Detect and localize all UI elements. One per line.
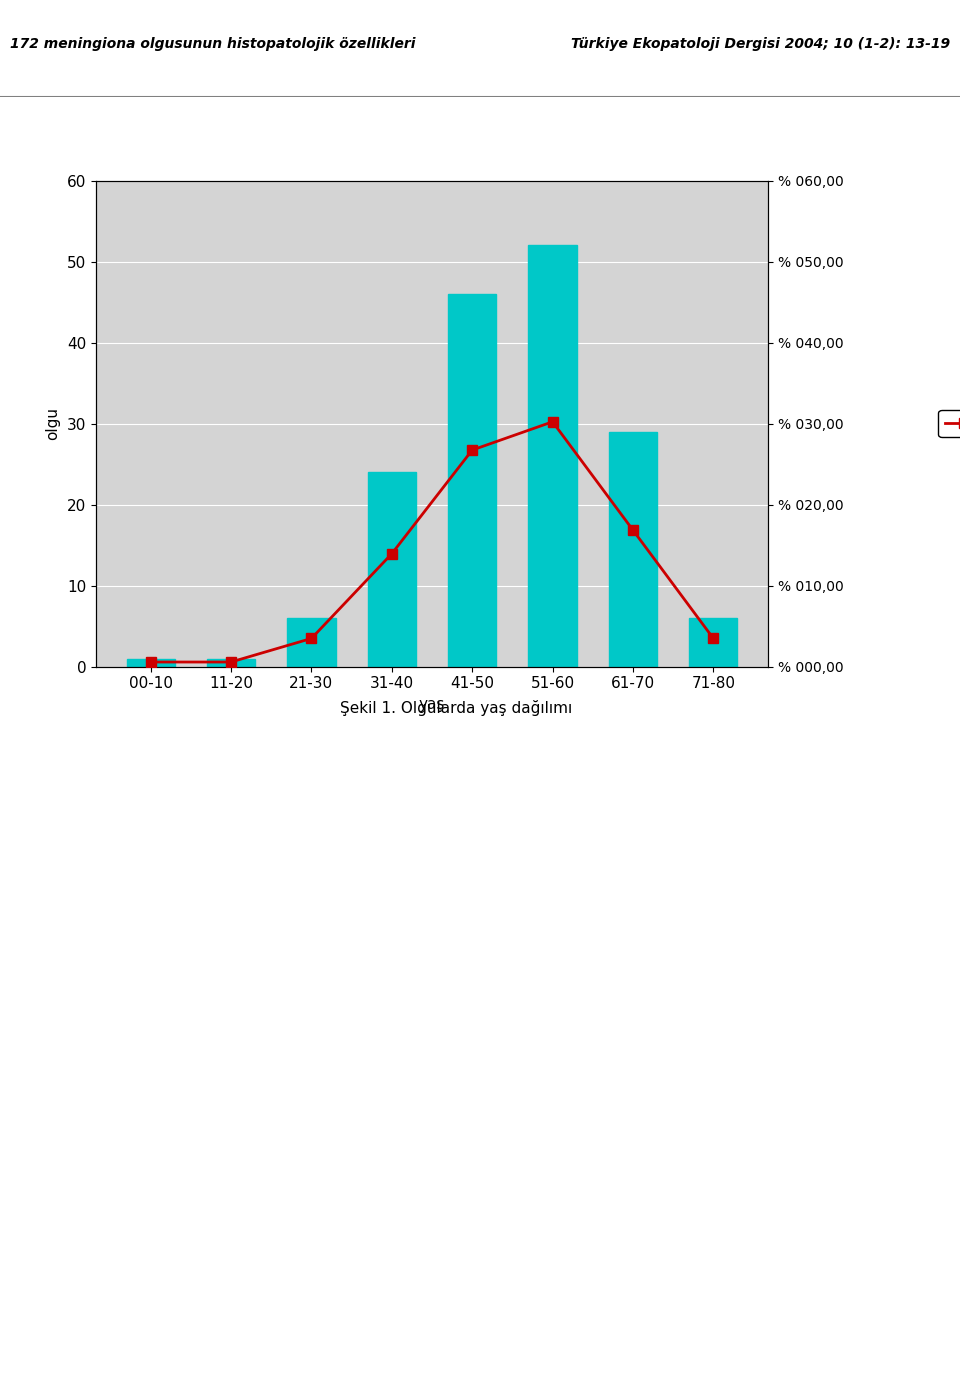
- Bar: [127, 658, 175, 667]
- X-axis label: yaş: yaş: [419, 697, 445, 713]
- Legend: %: %: [939, 410, 960, 438]
- %: [708, 631, 719, 647]
- %: [226, 654, 237, 671]
- %: [627, 522, 638, 539]
- Bar: [207, 658, 255, 667]
- Y-axis label: olgu: olgu: [45, 407, 60, 440]
- %: [547, 414, 559, 431]
- Text: Türkiye Ekopatoloji Dergisi 2004; 10 (1-2): 13-19: Türkiye Ekopatoloji Dergisi 2004; 10 (1-…: [571, 36, 950, 51]
- Bar: [287, 618, 336, 667]
- Bar: [448, 294, 496, 667]
- Bar: [368, 472, 416, 667]
- Bar: [689, 618, 737, 667]
- %: [305, 631, 317, 647]
- Line: %: %: [146, 417, 718, 667]
- %: [145, 654, 156, 671]
- %: [467, 442, 478, 458]
- Text: Şekil 1. Olgularda yaş dağılımı: Şekil 1. Olgularda yaş dağılımı: [340, 700, 572, 717]
- Bar: [609, 432, 657, 667]
- %: [386, 546, 397, 563]
- Bar: [528, 246, 577, 667]
- Text: 172 meningiona olgusunun histopatolojik özellikleri: 172 meningiona olgusunun histopatolojik …: [10, 36, 415, 51]
